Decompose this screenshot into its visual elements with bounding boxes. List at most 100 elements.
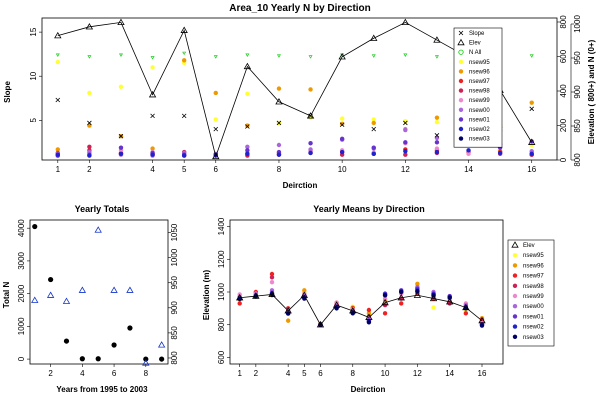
legend-marker (458, 126, 464, 132)
point-slope (276, 120, 282, 126)
point-total (143, 356, 149, 362)
point-nsew96 (308, 87, 313, 92)
legend-marker (458, 88, 464, 93)
legend-marker (458, 78, 464, 84)
legend-label: nsew00 (469, 108, 490, 114)
right-tick-label: 950 (170, 275, 179, 289)
bottom-left-chart-panel: 2 4 6 8 0 1000 2000 3000 4000 800 850 900 950 1000 105… (17, 219, 179, 378)
right-tick-label-outer: 950 (573, 51, 582, 65)
legend-marker (458, 107, 464, 113)
x-tick-label: 10 (338, 165, 347, 174)
point-nsew02 (150, 152, 155, 157)
point-nsew02 (434, 149, 440, 155)
legend-marker (458, 117, 464, 122)
point-nsew95 (431, 305, 436, 310)
point-nsew02 (87, 153, 92, 158)
bottom-right-ylabel: Elevation (m) (202, 270, 211, 321)
point-elev (284, 307, 292, 314)
point-elev (117, 18, 125, 26)
point-nsew96 (150, 146, 155, 151)
point-nsew96 (339, 121, 345, 127)
point-n-all (308, 55, 313, 59)
point-elev (94, 226, 102, 233)
top-xlabel: Deirction (283, 181, 318, 190)
point-n-all (371, 54, 376, 58)
point-nsew95 (87, 90, 92, 96)
point-nsew02 (371, 151, 376, 157)
x-tick-label: 10 (381, 369, 390, 378)
y-tick-label: 0 (17, 356, 26, 361)
point-nsew96 (285, 318, 291, 323)
point-n-all (118, 53, 123, 57)
legend-marker (512, 334, 518, 339)
x-tick-label: 2 (254, 369, 259, 378)
point-nsew96 (415, 281, 420, 287)
point-elev (349, 307, 357, 314)
point-n-all (213, 55, 218, 59)
legend-marker (458, 98, 464, 103)
point-nsew99 (466, 151, 471, 157)
point-nsew96 (276, 86, 282, 91)
point-nsew01 (339, 136, 345, 142)
legend-label: Elev (523, 243, 535, 249)
point-elev (157, 341, 166, 348)
right-tick-label: 1050 (170, 223, 179, 241)
point-n-all (529, 54, 534, 58)
top-plot-frame (41, 17, 558, 161)
legend-label: nsew99 (523, 294, 544, 300)
point-slope (529, 106, 535, 112)
legend-marker (512, 263, 518, 268)
legend-marker (512, 314, 518, 319)
point-nsew96 (371, 120, 376, 126)
point-total (111, 342, 117, 348)
point-nsew03 (382, 293, 388, 298)
point-nsew95 (118, 84, 124, 89)
point-nsew01 (371, 145, 376, 150)
point-elev (180, 26, 188, 33)
legend-label: N All (469, 50, 481, 56)
top-ylabel: Slope (3, 81, 12, 103)
top-ylabel-right: Elevation ( 800+) and N (0+) (587, 39, 596, 144)
point-nsew96 (529, 100, 534, 105)
point-elev (142, 359, 150, 366)
legend-marker (512, 293, 518, 299)
right-tick-label: 1000 (170, 248, 179, 266)
point-nsew99 (269, 279, 275, 285)
x-tick-label: 14 (464, 165, 473, 174)
point-nsew95 (55, 59, 60, 65)
point-total (32, 223, 38, 230)
legend-marker (457, 38, 465, 46)
point-n-all (182, 51, 187, 56)
point-elev (462, 303, 470, 311)
point-total (48, 276, 54, 283)
legend-marker (511, 241, 519, 248)
point-slope (150, 113, 155, 119)
point-nsew03 (415, 288, 420, 294)
point-elev (85, 23, 94, 30)
point-nsew95 (529, 142, 534, 148)
point-nsew96 (181, 58, 187, 63)
point-nsew96 (213, 90, 218, 96)
right-tick-label-outer: 850 (573, 119, 582, 133)
y-tick-label: 15 (29, 27, 38, 36)
legend-marker (458, 59, 464, 64)
point-elev (252, 292, 260, 299)
legend-label: nsew99 (469, 98, 490, 104)
point-nsew98 (403, 152, 408, 157)
legend-marker (512, 283, 518, 288)
right-tick-label-outer: 1000 (573, 15, 582, 33)
y-tick-label: 4000 (17, 219, 26, 237)
point-nsew02 (118, 151, 124, 157)
legend-label: nsew02 (469, 127, 490, 133)
point-nsew96 (434, 115, 440, 120)
legend-label: nsew03 (523, 335, 544, 341)
point-nsew99 (382, 296, 388, 301)
point-elev (235, 293, 244, 301)
legend-label: Slope (469, 31, 485, 37)
legend-label: nsew02 (523, 325, 544, 331)
point-elev (381, 298, 389, 306)
point-total (159, 356, 165, 362)
legend-marker (458, 69, 464, 74)
point-slope (213, 126, 219, 132)
